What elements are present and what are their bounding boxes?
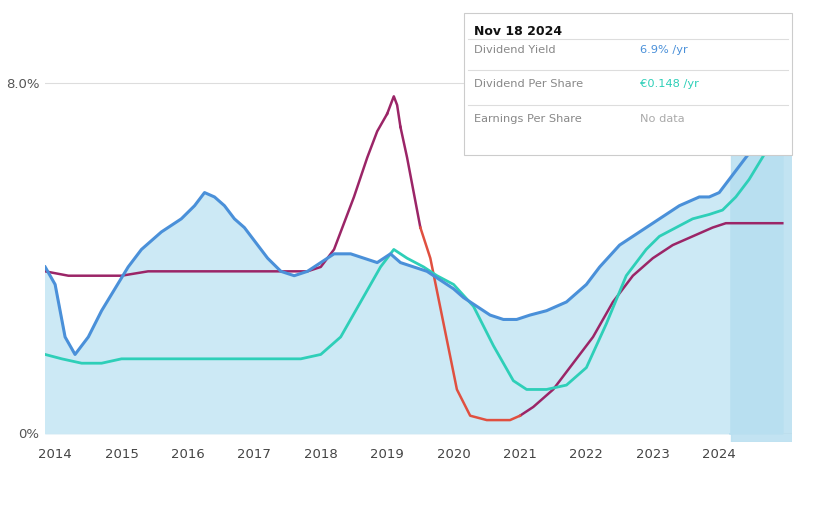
- Text: Earnings Per Share: Earnings Per Share: [474, 114, 581, 124]
- Text: Dividend Per Share: Dividend Per Share: [474, 79, 583, 89]
- Text: €0.148 /yr: €0.148 /yr: [640, 79, 699, 89]
- Text: No data: No data: [640, 114, 685, 124]
- Text: Past: Past: [734, 108, 759, 121]
- Text: Nov 18 2024: Nov 18 2024: [474, 25, 562, 39]
- Text: 6.9% /yr: 6.9% /yr: [640, 45, 688, 55]
- Text: Dividend Yield: Dividend Yield: [474, 45, 555, 55]
- Bar: [731, 76, 812, 442]
